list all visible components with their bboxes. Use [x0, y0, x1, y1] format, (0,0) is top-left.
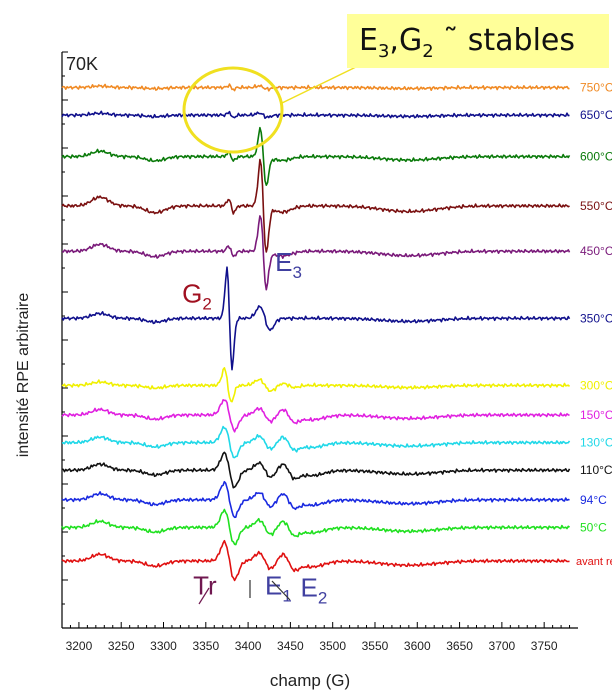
series-labels: 750°C 650°C 600°C 550°C 450°C 350°C 300°C 150°C…	[576, 81, 612, 568]
series-line	[61, 110, 570, 119]
x-tick-label: 3600	[404, 639, 431, 653]
series-line	[61, 539, 570, 582]
callout-sep: ,G	[389, 23, 423, 58]
traces	[61, 83, 571, 582]
e2-pointer	[271, 580, 291, 601]
series-line	[61, 451, 571, 489]
x-tick-label: 3300	[150, 639, 177, 653]
series-label: 550°C	[580, 199, 612, 213]
x-tick-label: 3700	[489, 639, 516, 653]
series-line	[61, 367, 571, 403]
series-label: 50°C	[580, 520, 607, 534]
tr-pointer	[198, 587, 210, 605]
series-label: 600°C	[580, 150, 612, 164]
series-line	[61, 480, 570, 519]
series-line	[61, 425, 571, 459]
series-label: 650°C	[580, 108, 612, 122]
series-label: 350°C	[580, 311, 612, 325]
x-tick-label: 3350	[192, 639, 219, 653]
x-tick-label: 3450	[277, 639, 304, 653]
series-label: 150°C	[580, 408, 612, 422]
peak-annotation: Tr	[193, 570, 217, 600]
callout-rest: ˜ stables	[433, 23, 575, 58]
highlight-ellipse	[182, 66, 284, 154]
callout-sub-3: 3	[377, 41, 390, 62]
callout-sub-2: 2	[422, 41, 434, 62]
callout-pointer	[281, 65, 359, 104]
series-line	[61, 158, 570, 253]
series-line	[61, 215, 571, 291]
series-label: 450°C	[580, 244, 612, 258]
x-tick-label: 3250	[108, 639, 135, 653]
temperature-label: 70K	[66, 54, 98, 74]
series-label: 130°C	[580, 436, 612, 450]
x-axis-label: champ (G)	[270, 671, 350, 690]
x-tick-label: 3200	[66, 639, 93, 653]
x-tick-label: 3400	[235, 639, 262, 653]
callout-e: E	[359, 23, 378, 58]
series-line	[61, 508, 570, 546]
series-label: avant recuit	[576, 556, 612, 568]
series-label: 300°C	[580, 378, 612, 392]
series-label: 94°C	[580, 493, 607, 507]
series-line	[61, 399, 570, 433]
series-label: 750°C	[580, 81, 612, 95]
peak-annotation: G2	[182, 279, 212, 314]
series-line	[61, 83, 570, 92]
axes: 3200 3250 3300 3350 3400 3450 3500 3550 3600 3650…	[61, 51, 578, 653]
x-tick-label: 3500	[319, 639, 346, 653]
series-label: 110°C	[580, 463, 612, 477]
peak-annotation: E2	[301, 572, 328, 607]
series-line	[61, 266, 571, 371]
x-tick-label: 3750	[531, 639, 558, 653]
y-axis-label: intensité RPE arbitraire	[15, 293, 32, 458]
series-line	[61, 126, 571, 186]
callout-box: E3,G2 ˜ stables	[347, 14, 609, 68]
x-tick-label: 3550	[362, 639, 389, 653]
x-tick-label: 3650	[446, 639, 473, 653]
